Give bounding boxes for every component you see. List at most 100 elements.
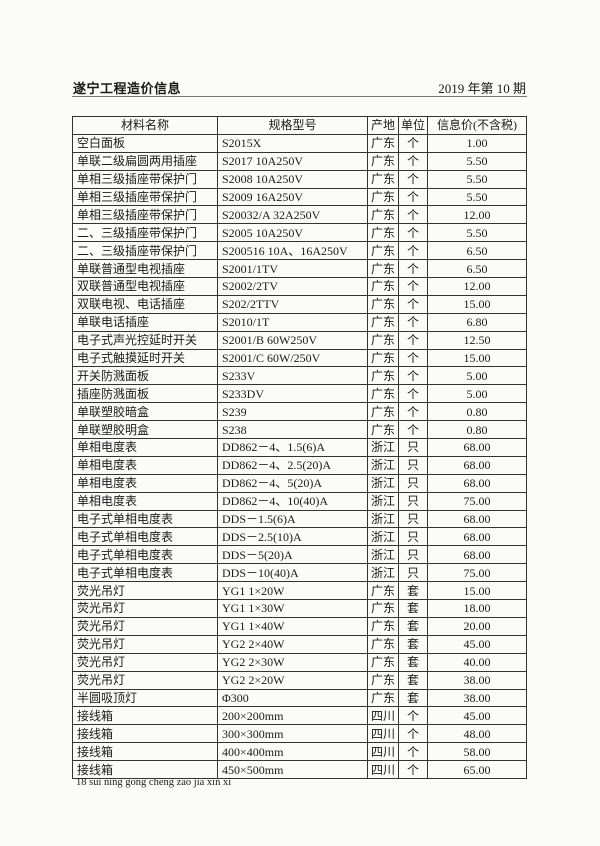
column-header-unit: 单位: [398, 116, 428, 135]
cell-material-name: 荧光吊灯: [72, 616, 218, 636]
cell-price: 48.00: [427, 724, 527, 744]
cell-unit: 只: [398, 527, 428, 547]
cell-price: 45.00: [427, 634, 527, 654]
cell-material-name: 单联塑胶明盒: [72, 420, 218, 440]
cell-unit: 个: [398, 742, 428, 762]
cell-price: 5.50: [427, 169, 527, 189]
cell-spec: YG1 1×20W: [217, 581, 368, 601]
table-row: 荧光吊灯 YG1 1×30W 广东套 18.00: [72, 599, 527, 618]
cell-spec: YG1 1×30W: [217, 599, 368, 618]
cell-material-name: 电子式触摸延时开关: [72, 348, 218, 368]
cell-material-name: 双联电视、电话插座: [72, 294, 218, 314]
table-row: 荧光吊灯 YG1 1×20W 广东套 15.00: [72, 581, 527, 601]
table-row: 单相三级插座带保护门 S2009 16A250V 广东个 5.50: [72, 187, 527, 207]
cell-price: 58.00: [427, 742, 527, 762]
cell-origin: 广东: [367, 348, 399, 368]
price-table: 材料名称 规格型号 产地 单位 信息价(不含税) 空白面板 S2015X 广东个 1.…: [72, 116, 527, 779]
cell-price: 6.80: [427, 312, 527, 332]
cell-material-name: 单相电度表: [72, 438, 218, 457]
table-row: 单联电话插座 S2010/1T 广东个 6.80: [72, 312, 527, 332]
cell-origin: 广东: [367, 420, 399, 440]
cell-origin: 浙江: [367, 545, 399, 565]
cell-spec: S2001/C 60W/250V: [217, 348, 368, 368]
cell-spec: S233DV: [217, 384, 368, 404]
cell-material-name: 单联塑胶暗盒: [72, 402, 218, 422]
table-row: 单相电度表 DD862－4、5(20)A 浙江只 68.00: [72, 473, 527, 493]
table-row: 电子式单相电度表 DDS－1.5(6)A 浙江只 68.00: [72, 509, 527, 529]
cell-origin: 广东: [367, 294, 399, 314]
cell-origin: 广东: [367, 366, 399, 386]
cell-spec: DD862－4、5(20)A: [217, 473, 368, 493]
cell-material-name: 单联普通型电视插座: [72, 259, 218, 279]
cell-price: 15.00: [427, 581, 527, 601]
table-row: 二、三级插座带保护门 S200516 10A、16A250V 广东个 6.50: [72, 241, 527, 261]
cell-spec: Φ300: [217, 688, 368, 708]
cell-origin: 浙江: [367, 563, 399, 583]
cell-origin: 四川: [367, 742, 399, 762]
table-row: 电子式单相电度表 DDS－5(20)A 浙江只 68.00: [72, 545, 527, 565]
cell-unit: 套: [398, 599, 428, 618]
cell-spec: DDS－5(20)A: [217, 545, 368, 565]
cell-origin: 广东: [367, 259, 399, 279]
cell-unit: 个: [398, 348, 428, 368]
cell-material-name: 单联二级扁圆两用插座: [72, 151, 218, 171]
cell-price: 75.00: [427, 563, 527, 583]
cell-material-name: 接线箱: [72, 742, 218, 762]
cell-unit: 只: [398, 455, 428, 475]
table-row: 单相电度表 DD862－4、2.5(20)A 浙江只 68.00: [72, 455, 527, 475]
cell-material-name: 荧光吊灯: [72, 652, 218, 672]
table-row: 荧光吊灯 YG2 2×40W 广东套 45.00: [72, 634, 527, 654]
cell-origin: 广东: [367, 634, 399, 654]
cell-origin: 广东: [367, 187, 399, 207]
cell-price: 12.00: [427, 205, 527, 225]
cell-spec: YG2 2×20W: [217, 670, 368, 690]
cell-origin: 浙江: [367, 527, 399, 547]
column-header-origin: 产地: [367, 116, 399, 135]
cell-unit: 个: [398, 312, 428, 332]
cell-price: 68.00: [427, 545, 527, 565]
cell-unit: 套: [398, 688, 428, 708]
cell-unit: 个: [398, 259, 428, 279]
table-row: 接线箱 200×200mm 四川个 45.00: [72, 706, 527, 726]
cell-spec: S2015X: [217, 133, 368, 153]
cell-price: 5.00: [427, 384, 527, 404]
cell-price: 1.00: [427, 133, 527, 153]
cell-origin: 广东: [367, 277, 399, 296]
cell-unit: 只: [398, 473, 428, 493]
cell-unit: 个: [398, 294, 428, 314]
cell-price: 12.00: [427, 277, 527, 296]
cell-price: 15.00: [427, 348, 527, 368]
cell-material-name: 单相电度表: [72, 473, 218, 493]
cell-spec: DD862－4、1.5(6)A: [217, 438, 368, 457]
cell-price: 20.00: [427, 616, 527, 636]
cell-spec: 300×300mm: [217, 724, 368, 744]
table-row: 二、三级插座带保护门 S2005 10A250V 广东个 5.50: [72, 223, 527, 243]
cell-price: 15.00: [427, 294, 527, 314]
cell-spec: S202/2TTV: [217, 294, 368, 314]
cell-price: 0.80: [427, 420, 527, 440]
cell-origin: 四川: [367, 724, 399, 744]
cell-origin: 广东: [367, 616, 399, 636]
cell-material-name: 单相电度表: [72, 455, 218, 475]
header-rule: [72, 96, 527, 97]
cell-spec: YG2 2×30W: [217, 652, 368, 672]
cell-origin: 广东: [367, 151, 399, 171]
column-header-price: 信息价(不含税): [427, 116, 527, 135]
table-row: 荧光吊灯 YG2 2×20W 广东套 38.00: [72, 670, 527, 690]
cell-unit: 个: [398, 366, 428, 386]
cell-price: 40.00: [427, 652, 527, 672]
cell-origin: 广东: [367, 384, 399, 404]
cell-spec: YG1 1×40W: [217, 616, 368, 636]
cell-spec: S2005 10A250V: [217, 223, 368, 243]
table-row: 单相电度表 DD862－4、1.5(6)A 浙江只 68.00: [72, 438, 527, 457]
cell-spec: 200×200mm: [217, 706, 368, 726]
table-row: 荧光吊灯 YG2 2×30W 广东套 40.00: [72, 652, 527, 672]
cell-origin: 浙江: [367, 491, 399, 511]
cell-unit: 只: [398, 545, 428, 565]
cell-price: 68.00: [427, 473, 527, 493]
table-row: 电子式触摸延时开关 S2001/C 60W/250V 广东个 15.00: [72, 348, 527, 368]
cell-spec: S238: [217, 420, 368, 440]
cell-spec: S2001/1TV: [217, 259, 368, 279]
cell-origin: 广东: [367, 599, 399, 618]
cell-material-name: 接线箱: [72, 760, 218, 779]
